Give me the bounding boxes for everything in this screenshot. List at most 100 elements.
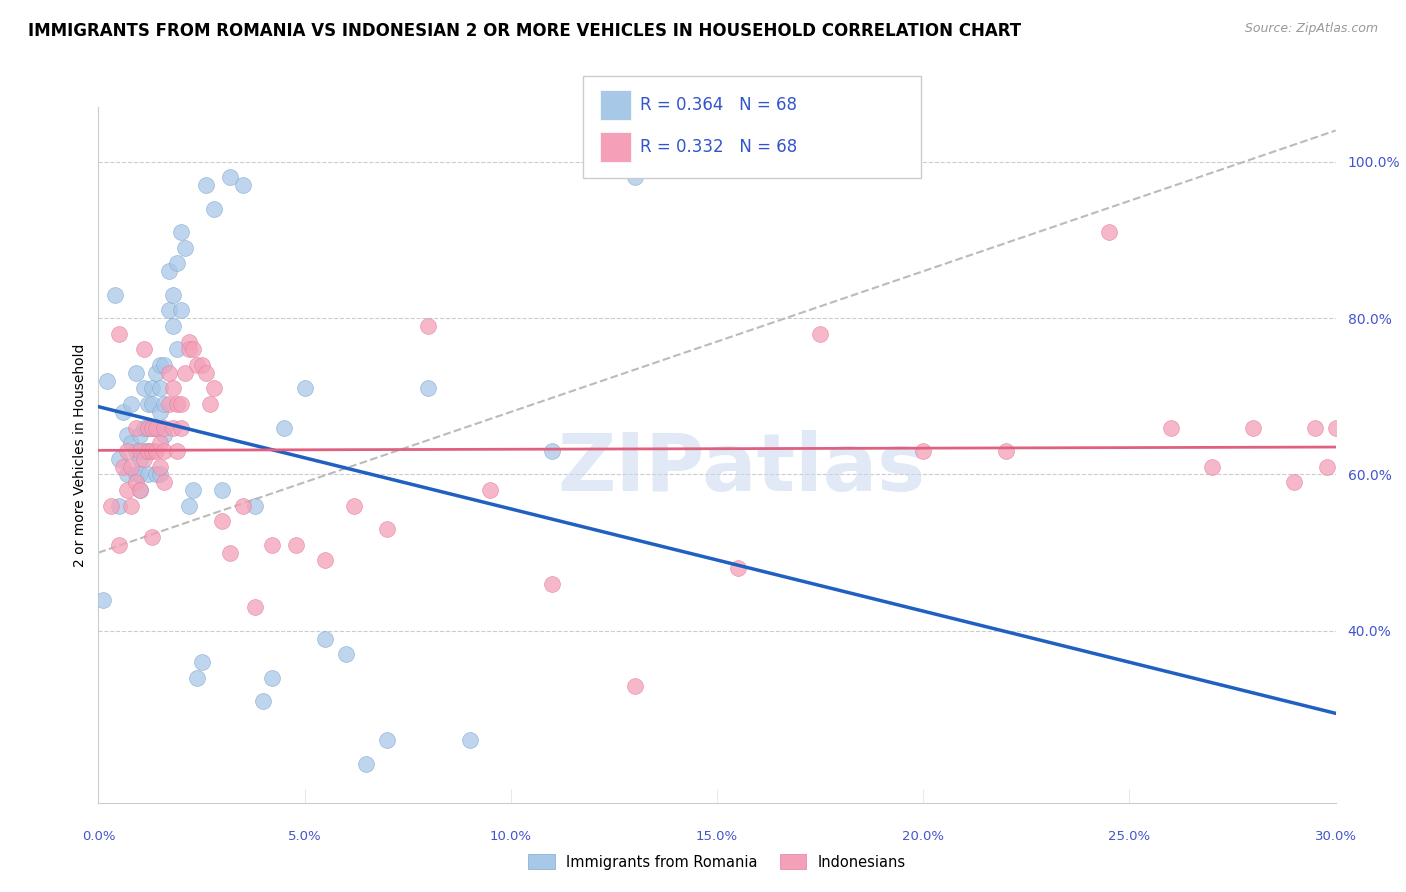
Point <box>243 600 266 615</box>
Point <box>141 444 163 458</box>
Point <box>314 553 336 567</box>
Point <box>1303 420 1326 434</box>
Point <box>149 436 172 450</box>
Point <box>273 420 295 434</box>
Point <box>157 397 180 411</box>
Point <box>136 444 159 458</box>
Point <box>124 420 146 434</box>
Text: 0.0%: 0.0% <box>82 830 115 843</box>
Point <box>136 397 159 411</box>
Text: 5.0%: 5.0% <box>288 830 322 843</box>
Point <box>136 420 159 434</box>
Point <box>91 592 114 607</box>
Point <box>128 444 150 458</box>
Point <box>128 467 150 482</box>
Point <box>232 178 254 193</box>
Point <box>141 530 163 544</box>
Point <box>174 241 197 255</box>
Point <box>479 483 502 497</box>
Point <box>117 467 139 482</box>
Point <box>202 382 225 396</box>
Text: 20.0%: 20.0% <box>903 830 945 843</box>
Point <box>132 343 155 357</box>
Point <box>356 756 378 771</box>
Point <box>120 459 142 474</box>
Point <box>252 694 274 708</box>
Point <box>145 420 167 434</box>
Point <box>285 538 308 552</box>
Point <box>124 444 146 458</box>
Point <box>132 420 155 434</box>
Point <box>157 264 180 278</box>
Point <box>120 397 142 411</box>
Point <box>179 343 201 357</box>
Point <box>145 444 167 458</box>
Point <box>108 538 131 552</box>
Point <box>243 499 266 513</box>
Point <box>100 499 122 513</box>
Point <box>194 366 217 380</box>
Point <box>128 483 150 497</box>
Point <box>418 318 440 333</box>
Point <box>132 451 155 466</box>
Text: 25.0%: 25.0% <box>1108 830 1150 843</box>
Point <box>418 382 440 396</box>
Point <box>198 397 221 411</box>
Point <box>145 467 167 482</box>
Text: R = 0.332   N = 68: R = 0.332 N = 68 <box>640 138 797 156</box>
Text: ZIPatlas: ZIPatlas <box>558 430 927 508</box>
Point <box>157 366 180 380</box>
Point <box>194 178 217 193</box>
Point <box>108 451 131 466</box>
Point <box>623 679 645 693</box>
Point <box>211 483 233 497</box>
Point <box>343 499 366 513</box>
Point <box>162 420 184 434</box>
Point <box>1316 459 1339 474</box>
Point <box>1241 420 1264 434</box>
Point <box>179 334 201 349</box>
Point <box>153 428 176 442</box>
Point <box>132 444 155 458</box>
Point <box>128 451 150 466</box>
Point <box>136 420 159 434</box>
Point <box>912 444 935 458</box>
Point <box>623 170 645 185</box>
Point <box>132 382 155 396</box>
Point <box>124 467 146 482</box>
Point <box>120 499 142 513</box>
Point <box>1201 459 1223 474</box>
Point <box>117 444 139 458</box>
Point <box>181 483 204 497</box>
Point <box>1324 420 1347 434</box>
Point <box>260 671 283 685</box>
Point <box>179 499 201 513</box>
Point <box>108 499 131 513</box>
Point <box>190 358 212 372</box>
Point <box>162 382 184 396</box>
Point <box>124 366 146 380</box>
Point <box>112 459 135 474</box>
Point <box>1284 475 1306 490</box>
Point <box>174 366 197 380</box>
Point <box>335 647 357 661</box>
Point <box>141 382 163 396</box>
Point <box>117 483 139 497</box>
Point <box>994 444 1017 458</box>
Point <box>219 170 242 185</box>
Point <box>219 546 242 560</box>
Text: 10.0%: 10.0% <box>489 830 531 843</box>
Point <box>136 444 159 458</box>
Point <box>128 428 150 442</box>
Point <box>136 467 159 482</box>
Point <box>153 420 176 434</box>
Point <box>186 671 208 685</box>
Point <box>162 318 184 333</box>
Point <box>166 397 188 411</box>
Point <box>314 632 336 646</box>
Legend: Immigrants from Romania, Indonesians: Immigrants from Romania, Indonesians <box>523 848 911 876</box>
Point <box>149 467 172 482</box>
Point <box>117 428 139 442</box>
Point <box>170 420 193 434</box>
Point <box>141 397 163 411</box>
